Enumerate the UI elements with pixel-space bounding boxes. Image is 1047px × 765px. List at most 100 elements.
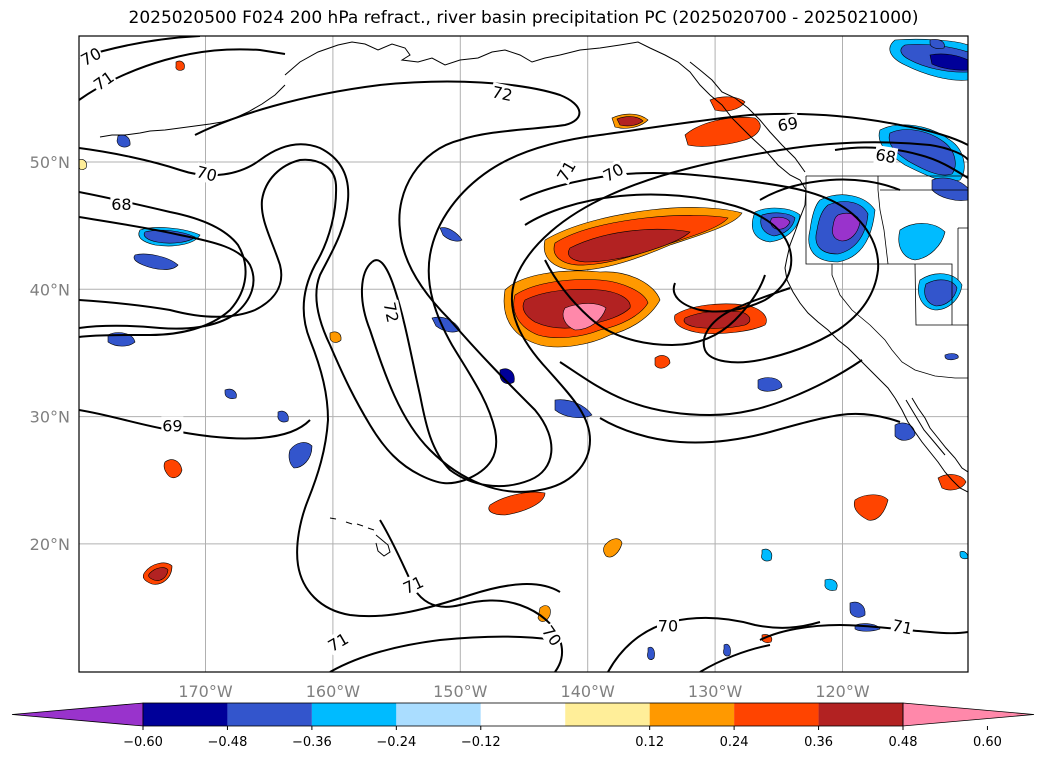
lon-tick-label: 160°W <box>306 682 361 701</box>
precip-blob-positive <box>163 459 183 479</box>
lon-tick-label: 170°W <box>178 682 233 701</box>
contour-label-bg <box>89 66 118 95</box>
contour-label: 68 <box>874 145 897 167</box>
contour-label: 71 <box>890 616 914 639</box>
us-state-border <box>877 176 889 265</box>
us-west-coastline <box>784 189 896 399</box>
precip-blob-negative <box>133 253 179 270</box>
precip-blob-negative <box>647 646 655 660</box>
precip-blob-positive <box>709 96 746 112</box>
alaska-coastline <box>559 41 807 191</box>
precip-blob-negative <box>723 643 731 657</box>
contour-label-bg <box>380 299 403 325</box>
colorbar-tick-label: −0.36 <box>292 735 332 750</box>
contour-label: 69 <box>162 417 182 436</box>
lat-tick-label: 50°N <box>30 153 70 172</box>
contour-label: 70 <box>658 616 678 635</box>
contour-label-bg <box>110 195 133 214</box>
longitude-labels: 170°W 160°W 150°W 140°W 130°W 120°W <box>178 682 870 701</box>
colorbar-swatch <box>818 703 903 726</box>
precip-blob-positive <box>488 491 546 516</box>
us-state-border <box>957 227 968 280</box>
precip-blob-negative <box>894 422 916 441</box>
precip-blob-negative <box>931 177 968 201</box>
precip-blob-negative <box>944 353 959 361</box>
precip-blob-positive <box>175 60 185 71</box>
contour-label-bg <box>399 571 427 598</box>
contour-line <box>607 617 821 672</box>
lon-tick-label: 120°W <box>815 682 870 701</box>
lat-tick-label: 20°N <box>30 535 70 554</box>
us-state-border <box>914 263 968 326</box>
contour-line <box>360 141 968 493</box>
contour-label-bg <box>873 144 899 167</box>
precip-blob-negative <box>143 229 196 244</box>
precip-blob-negative <box>924 279 958 307</box>
colorbar-tick-label: −0.60 <box>123 735 163 750</box>
baja-coastline <box>894 397 968 493</box>
contour-line <box>544 259 766 347</box>
contour-label-bg <box>889 615 916 638</box>
contour-line <box>599 412 901 444</box>
colorbar-tick-label: −0.48 <box>208 735 248 750</box>
contour-line <box>79 158 561 618</box>
colorbar-swatch <box>396 703 481 726</box>
precip-blob-positive <box>853 494 889 521</box>
refractivity-contours <box>79 36 968 672</box>
colorbar-tick-label: 0.60 <box>973 735 1002 750</box>
contour-line <box>759 623 968 641</box>
precip-blob-positive <box>568 228 691 263</box>
precip-blob-positive <box>937 474 967 491</box>
hawaii-islands <box>329 517 391 557</box>
contour-line <box>834 146 968 179</box>
precip-blob-negative <box>898 223 946 261</box>
precip-blob-negative <box>277 410 289 423</box>
precip-blob-negative <box>929 39 945 49</box>
colorbar-tick-label: 0.12 <box>635 735 664 750</box>
contour-label-bg <box>79 43 105 70</box>
precip-blob-positive <box>616 116 644 127</box>
aleutian-islands <box>99 84 286 138</box>
colorbar-swatch <box>227 703 312 726</box>
contour-line <box>524 193 793 313</box>
colorbar-arrow-low <box>11 702 144 727</box>
map-title: 2025020500 F024 200 hPa refract., river … <box>128 8 919 28</box>
precip-blob-negative <box>761 548 773 562</box>
contour-label: 72 <box>490 82 514 105</box>
contour-label-bg <box>323 628 353 656</box>
contour-label-bg <box>538 621 566 650</box>
precip-blob-positive <box>603 538 623 558</box>
precip-blob-negative <box>824 578 838 591</box>
contour-label-bg <box>656 616 679 635</box>
precip-blob-negative <box>849 601 866 618</box>
precip-blob-positive <box>148 567 169 581</box>
latitude-labels: 50°N 40°N 30°N 20°N <box>30 153 70 554</box>
contour-label: 68 <box>111 195 131 214</box>
colorbar-frame <box>142 702 904 727</box>
contour-line <box>759 178 901 201</box>
precip-blob-negative <box>929 53 968 71</box>
contour-label: 72 <box>380 300 403 324</box>
contour-label-bg <box>489 82 515 105</box>
contour-label-bg <box>599 159 628 186</box>
colorbar: −0.60 −0.48 −0.36 −0.24 −0.12 0.12 0.24 0.36 0.4… <box>11 702 1035 750</box>
colorbar-tick-label: 0.36 <box>804 735 833 750</box>
precip-blob-negative <box>888 129 956 176</box>
contour-line <box>194 80 581 487</box>
precip-blob-negative <box>288 442 313 469</box>
contour-label-bg <box>161 416 184 435</box>
precip-blob-negative <box>499 368 515 385</box>
contour-line <box>79 112 968 485</box>
contour-label-bg <box>552 156 580 185</box>
colorbar-swatch <box>565 703 650 726</box>
gridlines <box>79 36 968 672</box>
contour-line <box>519 171 880 364</box>
lon-tick-label: 150°W <box>433 682 488 701</box>
precip-blob-positive <box>562 303 607 331</box>
lat-tick-label: 30°N <box>30 408 70 427</box>
lon-tick-label: 140°W <box>561 682 616 701</box>
precip-blob-positive <box>79 159 87 171</box>
lat-tick-label: 40°N <box>30 280 70 299</box>
colorbar-arrow-high <box>902 702 1035 727</box>
